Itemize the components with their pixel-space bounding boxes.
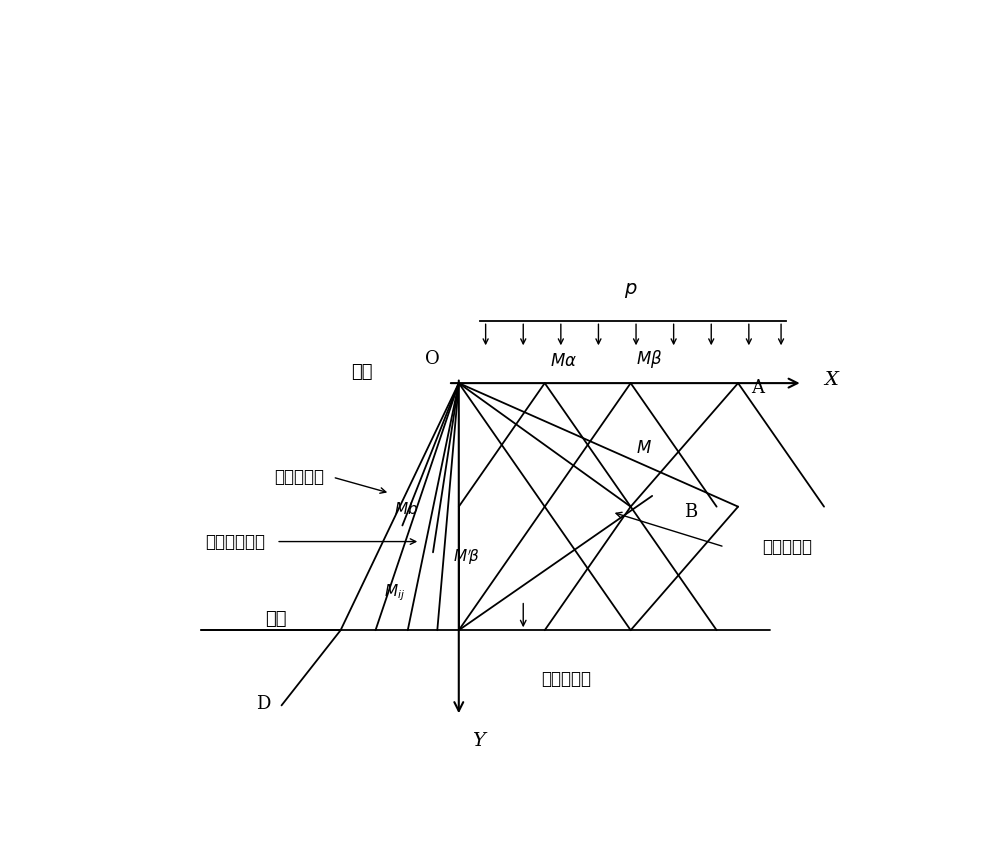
Text: A: A xyxy=(752,380,765,398)
Text: 坡脚: 坡脚 xyxy=(265,611,287,629)
Text: 底部滑移线: 底部滑移线 xyxy=(762,538,812,556)
Text: $M^{\prime}\!\beta$: $M^{\prime}\!\beta$ xyxy=(453,548,480,567)
Text: 坡顶: 坡顶 xyxy=(351,363,373,381)
Text: Y: Y xyxy=(472,733,485,750)
Text: $M\alpha$: $M\alpha$ xyxy=(550,352,577,369)
Text: X: X xyxy=(824,371,838,389)
Text: D: D xyxy=(256,695,271,713)
Text: B: B xyxy=(684,503,698,521)
Text: O: O xyxy=(425,350,440,368)
Text: 极限坡面曲线: 极限坡面曲线 xyxy=(205,533,265,550)
Text: $M_{ij}$: $M_{ij}$ xyxy=(384,582,405,603)
Text: $p$: $p$ xyxy=(624,281,637,300)
Text: $M$b: $M$b xyxy=(394,502,419,517)
Text: 边坡坡面线: 边坡坡面线 xyxy=(275,468,325,486)
Text: 坡底地基线: 坡底地基线 xyxy=(541,670,591,689)
Text: $M$: $M$ xyxy=(636,439,652,457)
Text: $M\beta$: $M\beta$ xyxy=(636,348,662,369)
